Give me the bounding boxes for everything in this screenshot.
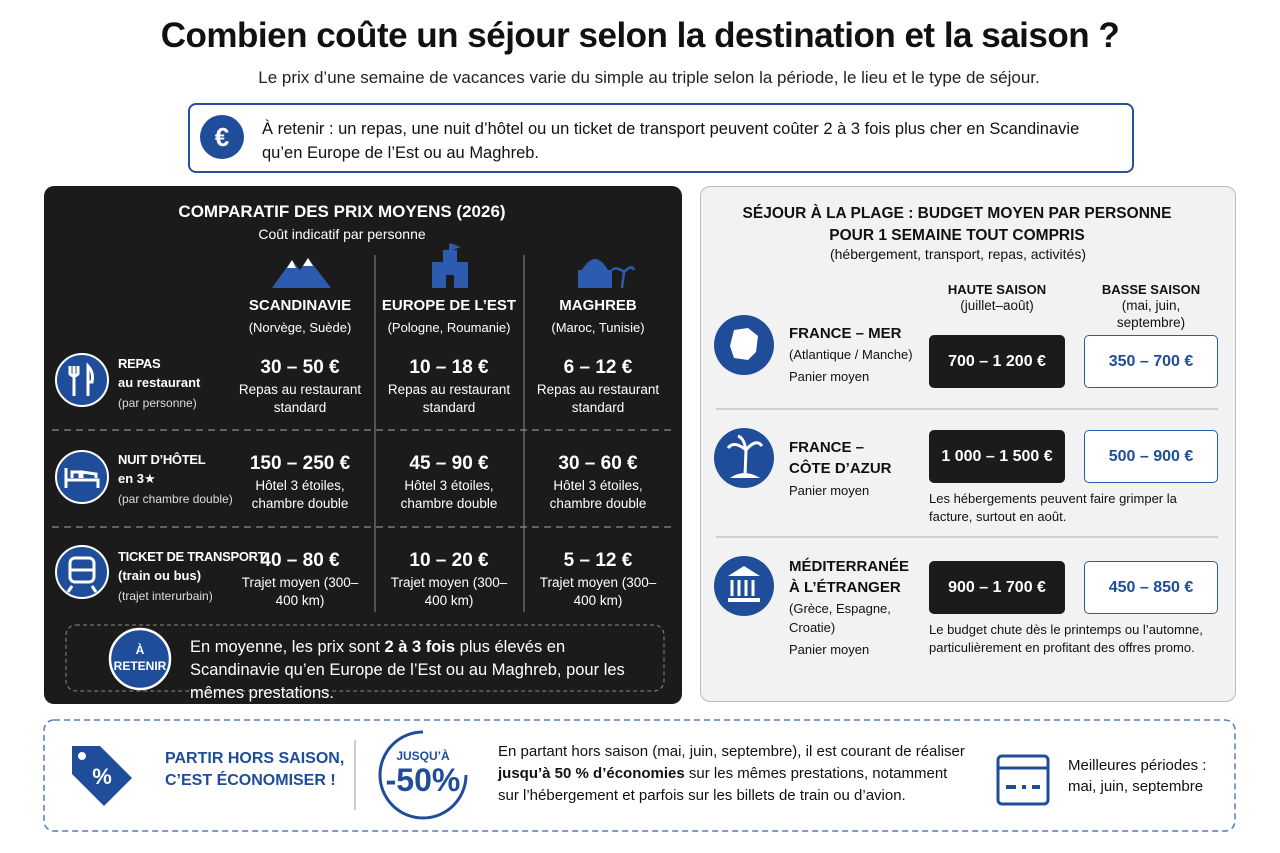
season-detail: (mai, juin, septembre) <box>1116 298 1186 330</box>
price: 10 – 18 € <box>409 357 489 378</box>
price-desc: Repas au restaurant standard <box>238 382 362 415</box>
price-desc: Hôtel 3 étoiles, chambre double <box>251 478 349 511</box>
low-season-price: 450 – 850 € <box>1084 561 1218 614</box>
summary-text-part: plus élevés en Scandinavie qu’en Europe … <box>190 638 625 702</box>
price-desc: Hôtel 3 étoiles, chambre double <box>549 478 647 511</box>
price: 40 – 80 € <box>260 550 340 571</box>
destination-comment: Les hébergements peuvent faire grimper l… <box>929 491 1177 524</box>
price-desc: Trajet moyen (300–400 km) <box>539 575 657 608</box>
summary-badge: À RETENIR <box>113 643 167 673</box>
tip-text-bold: jusqu’à 50 % d’économies <box>498 765 685 782</box>
price: 45 – 90 € <box>409 453 489 474</box>
svg-text:%: % <box>92 764 112 789</box>
destination-name: FRANCE – CÔTE D’AZUR <box>789 439 892 477</box>
tip-text: En partant hors saison (mai, juin, septe… <box>498 741 968 807</box>
price-desc: Trajet moyen (300–400 km) <box>390 575 508 608</box>
column-detail: (Norvège, Suède) <box>248 320 352 335</box>
column-name: MAGHREB <box>559 297 637 314</box>
destination-name: FRANCE – MER <box>789 325 902 342</box>
comparison-title: COMPARATIF DES PRIX MOYENS (2026) <box>178 202 506 221</box>
beach-title: SÉJOUR À LA PLAGE : BUDGET MOYEN PAR PER… <box>742 205 1172 244</box>
destination-name: MÉDITERRANÉE À L’ÉTRANGER <box>789 558 910 596</box>
price-desc: Trajet moyen (300–400 km) <box>241 575 359 608</box>
destination-note: Panier moyen <box>789 369 870 384</box>
price: 30 – 60 € <box>558 453 638 474</box>
season-name: HAUTE SAISON <box>947 282 1047 297</box>
tip-badge-top: JUSQU’À <box>396 749 450 763</box>
high-season-price: 900 – 1 700 € <box>929 561 1065 614</box>
price: 30 – 50 € <box>260 357 340 378</box>
callout-box <box>188 103 1134 173</box>
row-note: (par personne) <box>118 396 197 410</box>
low-season-price: 350 – 700 € <box>1084 335 1218 388</box>
beach-subtitle: (hébergement, transport, repas, activité… <box>829 246 1086 262</box>
price: 5 – 12 € <box>563 550 633 571</box>
tip-best: Meilleures périodes : mai, juin, septemb… <box>1068 757 1207 795</box>
summary-text-part: En moyenne, les prix sont <box>190 638 385 656</box>
tip-text-part: sur les mêmes prestations, notamment sur… <box>498 765 948 804</box>
comparison-subtitle: Coût indicatif par personne <box>258 226 426 242</box>
row-label-detail: (train ou bus) <box>118 568 202 583</box>
destination-detail: (Grèce, Espagne, Croatie) <box>789 601 891 635</box>
high-season-price: 1 000 – 1 500 € <box>929 430 1065 483</box>
column-detail: (Pologne, Roumanie) <box>387 320 511 335</box>
destination-detail: (Atlantique / Manche) <box>789 347 913 362</box>
price-desc: Hôtel 3 étoiles, chambre double <box>400 478 498 511</box>
price: 150 – 250 € <box>249 453 351 474</box>
low-season-price: 500 – 900 € <box>1084 430 1218 483</box>
tip-text-part: En partant hors saison (mai, juin, septe… <box>498 743 965 760</box>
summary-text-bold: 2 à 3 fois <box>384 638 456 656</box>
column-name: SCANDINAVIE <box>248 297 352 314</box>
row-note: (trajet interurbain) <box>118 589 213 603</box>
column-detail: (Maroc, Tunisie) <box>551 320 645 335</box>
price-desc: Repas au restaurant standard <box>387 382 511 415</box>
destination-note: Panier moyen <box>789 642 870 657</box>
row-label: NUIT D’HÔTEL <box>118 452 206 467</box>
price: 10 – 20 € <box>409 550 489 571</box>
price-desc: Repas au restaurant standard <box>536 382 660 415</box>
row-label: REPAS <box>118 356 161 371</box>
tip-title: PARTIR HORS SAISON, C’EST ÉCONOMISER ! <box>165 750 345 789</box>
price: 6 – 12 € <box>563 357 633 378</box>
season-name: BASSE SAISON <box>1101 282 1201 297</box>
tip-badge-value: -50% <box>385 762 461 798</box>
title: Combien coûte un séjour selon la destina… <box>160 16 1120 55</box>
high-season-price: 700 – 1 200 € <box>929 335 1065 388</box>
callout-icon: € <box>200 115 244 159</box>
row-label-detail: en 3★ <box>118 471 156 486</box>
callout-text: À retenir : un repas, une nuit d’hôtel o… <box>262 120 1080 162</box>
destination-note: Panier moyen <box>789 483 870 498</box>
season-detail: (juillet–août) <box>960 298 1034 313</box>
row-label: TICKET DE TRANSPORT <box>118 549 266 564</box>
destination-comment: Le budget chute dès le printemps ou l’au… <box>929 622 1203 655</box>
subtitle: Le prix d’une semaine de vacances varie … <box>258 68 1040 87</box>
row-label-detail: au restaurant <box>118 375 201 390</box>
row-note: (par chambre double) <box>118 492 233 506</box>
comparison-panel <box>44 186 682 704</box>
summary-text: En moyenne, les prix sont 2 à 3 fois plu… <box>190 636 650 705</box>
column-name: EUROPE DE L’EST <box>381 297 517 314</box>
